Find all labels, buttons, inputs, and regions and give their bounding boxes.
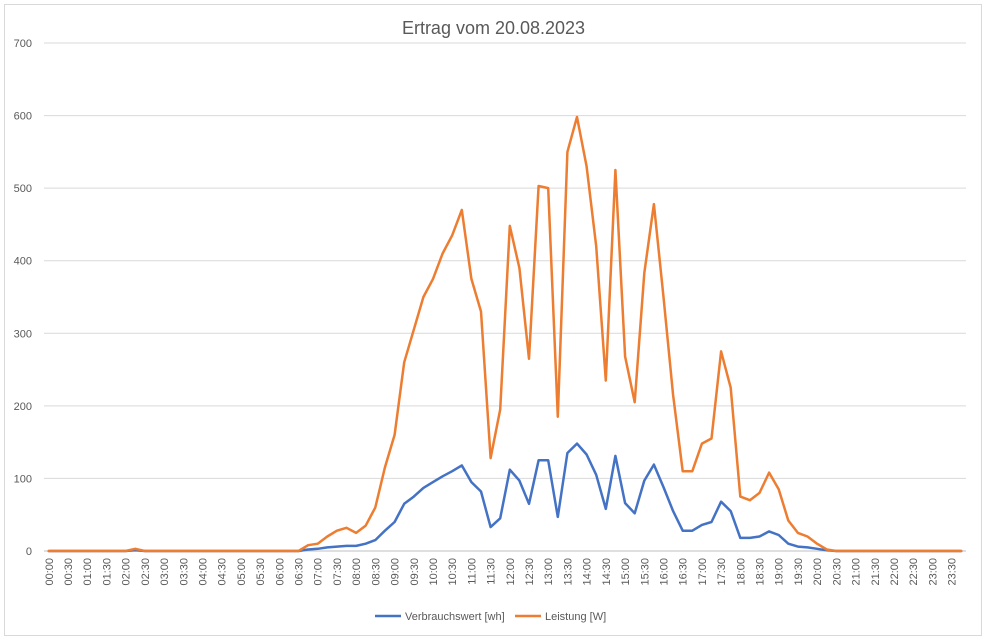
y-tick-label: 700: [14, 38, 32, 50]
x-tick-label: 07:30: [332, 558, 344, 586]
x-tick-label: 14:30: [601, 558, 613, 586]
x-tick-label: 03:00: [159, 558, 171, 586]
x-tick-label: 05:30: [255, 558, 267, 586]
y-tick-label: 200: [14, 401, 32, 413]
chart-area: [4, 4, 982, 636]
legend-label: Verbrauchswert [wh]: [405, 611, 505, 623]
series-line-1: [47, 442, 963, 553]
x-tick-label: 06:30: [294, 558, 306, 586]
x-tick-label: 13:00: [543, 558, 555, 586]
x-tick-label: 23:30: [947, 558, 959, 586]
x-tick-label: 06:00: [274, 558, 286, 586]
y-tick-label: 400: [14, 256, 32, 268]
x-tick-label: 22:00: [889, 558, 901, 586]
x-tick-label: 09:00: [390, 558, 402, 586]
chart-title: Ertrag vom 20.08.2023: [401, 18, 586, 38]
x-tick-label: 13:30: [562, 558, 574, 586]
x-tick-label: 16:00: [658, 558, 670, 586]
x-tick-label: 01:00: [82, 558, 94, 586]
y-tick-label: 600: [14, 111, 32, 123]
x-tick-label: 23:00: [927, 558, 939, 586]
x-tick-label: 20:30: [831, 558, 843, 586]
series-line-2: [47, 115, 963, 553]
x-tick-label: 21:30: [870, 558, 882, 586]
x-tick-label: 04:00: [197, 558, 209, 586]
x-tick-label: 10:30: [447, 558, 459, 586]
x-tick-label: 04:30: [217, 558, 229, 586]
x-tick-label: 00:00: [44, 558, 56, 586]
x-tick-label: 18:30: [755, 558, 767, 586]
x-tick-label: 07:00: [313, 558, 325, 586]
x-tick-label: 12:30: [524, 558, 536, 586]
x-tick-label: 10:00: [428, 558, 440, 586]
x-tick-label: 17:00: [697, 558, 709, 586]
x-tick-label: 02:00: [121, 558, 133, 586]
y-tick-label: 300: [14, 328, 32, 340]
x-tick-label: 15:30: [639, 558, 651, 586]
x-tick-label: 01:30: [101, 558, 113, 586]
x-tick-label: 22:30: [908, 558, 920, 586]
x-tick-label: 19:30: [793, 558, 805, 586]
x-tick-label: 08:00: [351, 558, 363, 586]
x-tick-label: 20:00: [812, 558, 824, 586]
x-tick-label: 12:00: [505, 558, 517, 586]
x-tick-label: 16:30: [678, 558, 690, 586]
x-tick-label: 02:30: [140, 558, 152, 586]
x-tick-label: 19:00: [774, 558, 786, 586]
x-tick-label: 17:30: [716, 558, 728, 586]
legend-label: Leistung [W]: [545, 611, 606, 623]
y-tick-label: 100: [14, 473, 32, 485]
x-tick-label: 11:00: [466, 558, 478, 585]
x-tick-label: 00:30: [63, 558, 75, 586]
x-tick-label: 11:30: [486, 558, 498, 585]
x-tick-label: 14:00: [582, 558, 594, 586]
x-tick-label: 21:00: [851, 558, 863, 586]
x-tick-label: 09:30: [409, 558, 421, 586]
y-tick-label: 0: [26, 546, 32, 558]
x-tick-label: 15:00: [620, 558, 632, 586]
x-tick-label: 18:00: [735, 558, 747, 586]
x-tick-label: 08:30: [370, 558, 382, 586]
y-tick-label: 500: [14, 183, 32, 195]
x-tick-label: 05:00: [236, 558, 248, 586]
x-tick-label: 03:30: [178, 558, 190, 586]
